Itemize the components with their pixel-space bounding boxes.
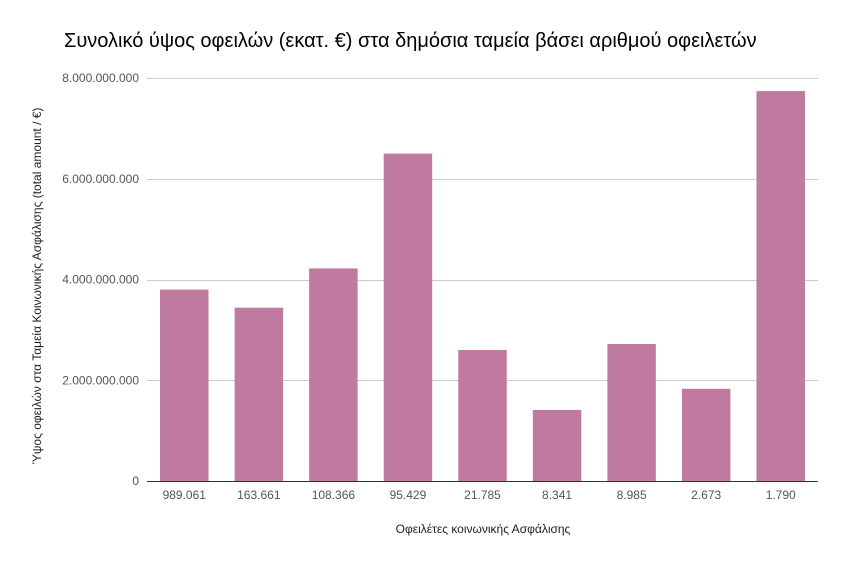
bar bbox=[756, 91, 805, 481]
x-tick-label: 1.790 bbox=[766, 488, 796, 502]
bars bbox=[160, 91, 805, 481]
bar bbox=[458, 350, 507, 481]
y-axis-ticks: 0 2.000.000.000 4.000.000.000 6.000.000.000… bbox=[62, 71, 139, 488]
bar bbox=[383, 153, 433, 481]
bar bbox=[160, 289, 209, 481]
y-tick-label: 8.000.000.000 bbox=[62, 71, 139, 85]
x-tick-label: 2.673 bbox=[691, 488, 721, 502]
bar bbox=[234, 307, 284, 481]
y-tick-label: 4.000.000.000 bbox=[62, 273, 139, 287]
x-tick-label: 989.061 bbox=[163, 488, 207, 502]
y-tick-label: 0 bbox=[132, 474, 139, 488]
x-axis-ticks: 989.061 163.661 108.366 95.429 21.785 8.341 8.… bbox=[163, 488, 796, 502]
y-axis-label: Ύψος οφειλών στα Ταμεία Κοινωνικής Ασφάλ… bbox=[30, 108, 44, 465]
x-tick-label: 8.985 bbox=[617, 488, 647, 502]
bar bbox=[681, 388, 731, 481]
x-tick-label: 95.429 bbox=[390, 488, 427, 502]
bar bbox=[607, 343, 656, 481]
x-tick-label: 163.661 bbox=[237, 488, 281, 502]
x-axis-label: Οφειλέτες κοινωνικής Ασφάλισης bbox=[396, 522, 571, 536]
chart-title: Συνολικό ύψος οφειλών (εκατ. €) στα δημό… bbox=[64, 30, 757, 52]
x-tick-label: 21.785 bbox=[464, 488, 501, 502]
x-tick-label: 108.366 bbox=[312, 488, 356, 502]
x-tick-label: 8.341 bbox=[542, 488, 572, 502]
bar bbox=[532, 409, 582, 481]
y-tick-label: 6.000.000.000 bbox=[62, 172, 139, 186]
y-tick-label: 2.000.000.000 bbox=[62, 373, 139, 387]
bar bbox=[309, 268, 358, 481]
